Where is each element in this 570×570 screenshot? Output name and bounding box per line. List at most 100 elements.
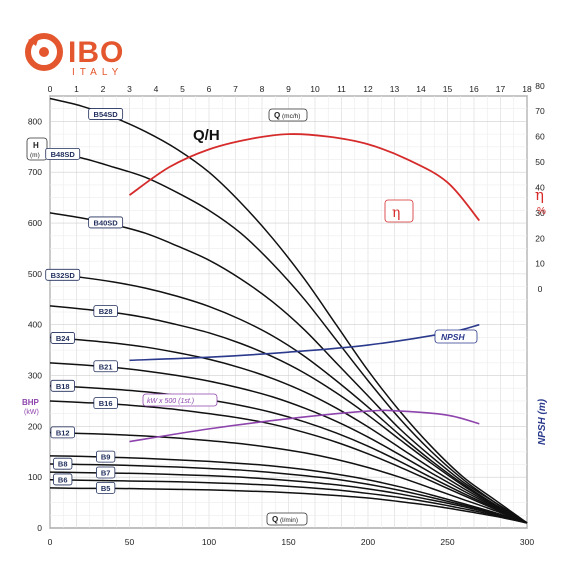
curve-b9 [49, 455, 528, 524]
curve-label-b21: B21 [93, 360, 118, 373]
y-left-tick-label: 500 [28, 269, 42, 279]
curve-b18 [49, 384, 528, 524]
curve-label-text: B54SD [94, 110, 119, 119]
pump-curves [49, 97, 528, 524]
y-left-tick-label: 600 [28, 218, 42, 228]
y-right-eff-tick-label: 80 [535, 81, 545, 91]
curve-label-box [45, 268, 81, 281]
curve-label-text: B8 [58, 460, 68, 469]
y-right-eff-tick-label: 30 [535, 208, 545, 218]
y-right-eff-ticks: 0 10 20 30 40 50 60 70 80 [535, 81, 545, 294]
curve-label-text: B18 [56, 382, 70, 391]
bhp-label: BHP [22, 398, 40, 407]
curve-b40sd [49, 212, 528, 524]
y-left-tick-label: 300 [28, 371, 42, 381]
curve-label-text: B7 [101, 468, 111, 477]
curve-label-text: B16 [99, 399, 113, 408]
x-top-tick-label: 15 [443, 84, 453, 94]
x-bottom-tick-label: 50 [125, 537, 135, 547]
x-top-tick-label: 9 [286, 84, 291, 94]
x-top-tick-label: 6 [207, 84, 212, 94]
curve-label-b16: B16 [93, 397, 118, 410]
chart-title: Q/H [193, 127, 220, 144]
x-top-tick-label: 14 [416, 84, 426, 94]
npsh-axis-title: NPSH (m) [537, 398, 548, 445]
curve-b28 [49, 305, 528, 524]
curve-label-text: B40SD [94, 218, 119, 227]
curve-b16 [49, 400, 528, 524]
curve-label-b5: B5 [96, 481, 116, 494]
eff-curve-label: η [384, 199, 414, 223]
y-left-tick-label: 400 [28, 320, 42, 330]
curve-label-box [50, 379, 75, 392]
x-bottom-tick-label: 200 [361, 537, 375, 547]
y-left-axis-title: H (m) [26, 137, 48, 161]
curve-b5 [49, 487, 528, 524]
y-right-eff-tick-label: 40 [535, 182, 545, 192]
eff-axis-unit: % [537, 206, 546, 217]
x-top-tick-label: 13 [390, 84, 400, 94]
curve-label-text: B9 [101, 453, 111, 462]
curve-b54sd [49, 97, 528, 524]
x-bottom-tick-label: 0 [48, 537, 53, 547]
curve-label-box [93, 305, 118, 318]
curve-label-box [96, 481, 116, 494]
y-right-eff-tick-label: 10 [535, 259, 545, 269]
x-top-tick-label: 3 [127, 84, 132, 94]
bhp-unit: (kW) [24, 409, 39, 416]
curve-label-b28: B28 [93, 305, 118, 318]
curve-b24 [49, 336, 528, 524]
x-top-unit: (mc/h) [282, 113, 300, 120]
x-top-tick-label: 18 [522, 84, 532, 94]
curve-label-b24: B24 [50, 332, 75, 344]
curve-label-b6: B6 [53, 473, 73, 486]
curve-label-b7: B7 [96, 466, 116, 479]
x-top-tick-label: 5 [180, 84, 185, 94]
pump-curve-labels: B54SD B48SD B40SD B32SD B28 B24 B21 B18 B16 B12 B9… [45, 108, 124, 494]
x-bottom-unit: (l/min) [280, 517, 298, 524]
bhp-axis-title: BHP (kW) [22, 398, 40, 416]
curve-label-box [88, 216, 124, 229]
curve-label-box [53, 473, 73, 486]
curve-b6 [49, 478, 528, 524]
x-top-tick-label: 8 [260, 84, 265, 94]
x-top-ticks: 0 1 2 3 4 5 6 7 8 9 10 11 12 13 14 15 16 17 18 [48, 84, 532, 94]
curve-label-box [50, 332, 75, 344]
power-curve-label: kW x 500 (1st.) [142, 393, 218, 407]
x-top-tick-label: 1 [74, 84, 79, 94]
curve-label-text: B21 [99, 362, 113, 371]
eff-label: η [392, 205, 400, 221]
y-right-eff-tick-label: 50 [535, 157, 545, 167]
x-bottom-axis-title: Q (l/min) [266, 512, 308, 526]
curve-label-b18: B18 [50, 379, 75, 392]
y-left-tick-label: 200 [28, 421, 42, 431]
eff-axis-symbol: η [535, 186, 544, 204]
curve-label-text: B5 [101, 484, 111, 493]
curve-label-box [96, 466, 116, 479]
y-right-eff-tick-label: 0 [538, 284, 543, 294]
logo-emblem-icon [25, 33, 63, 71]
curve-label-box [45, 147, 81, 160]
npsh-curve-label: NPSH [434, 329, 478, 344]
curve-label-b54sd: B54SD [88, 108, 124, 120]
curve-label-box [96, 450, 116, 463]
curve-label-box [50, 426, 75, 439]
curve-b8 [49, 463, 528, 524]
y-right-eff-axis-title: η % [535, 186, 546, 217]
x-top-tick-label: 4 [154, 84, 159, 94]
x-top-tick-label: 16 [469, 84, 479, 94]
x-top-tick-label: 11 [337, 84, 346, 94]
x-bottom-tick-label: 100 [202, 537, 216, 547]
brand-logo: IBO ITALY [25, 33, 123, 78]
curve-b7 [49, 471, 528, 524]
y-left-tick-label: 800 [28, 116, 42, 126]
curve-b12 [49, 431, 528, 524]
curve-label-box [93, 397, 118, 410]
y-left-tick-label: 700 [28, 167, 42, 177]
x-top-tick-label: 12 [363, 84, 373, 94]
x-bottom-tick-label: 300 [520, 537, 534, 547]
curve-b32sd [49, 273, 528, 524]
x-bottom-tick-label: 250 [440, 537, 454, 547]
curve-label-b32sd: B32SD [45, 268, 81, 281]
x-top-tick-label: 10 [310, 84, 320, 94]
